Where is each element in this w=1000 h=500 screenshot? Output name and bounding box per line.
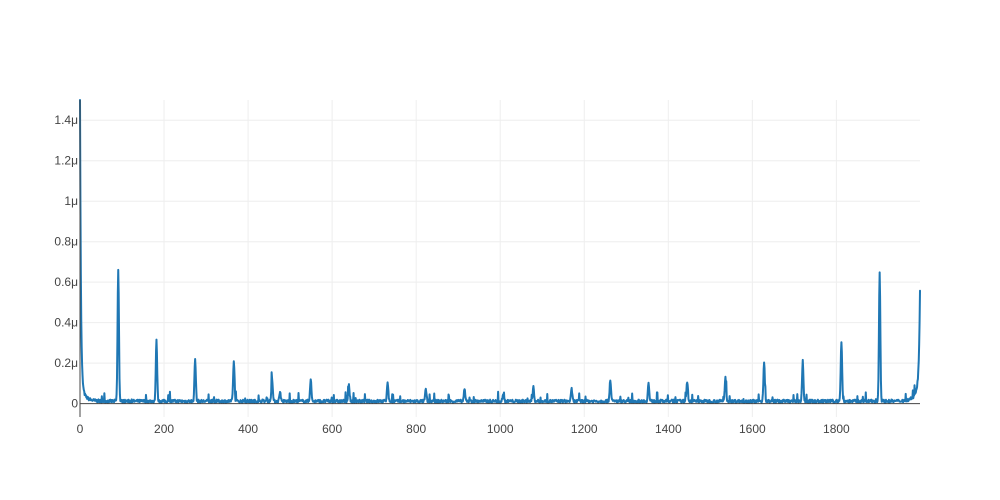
x-tick-label: 1400	[655, 422, 682, 436]
y-tick-label: 0.2μ	[54, 356, 78, 370]
x-tick-label: 400	[238, 422, 258, 436]
y-tick-label: 1.4μ	[54, 113, 78, 127]
x-tick-label: 0	[77, 422, 84, 436]
x-tick-label: 1800	[823, 422, 850, 436]
y-tick-label: 0.6μ	[54, 275, 78, 289]
grid-lines	[80, 100, 920, 417]
x-tick-label: 200	[154, 422, 174, 436]
x-tick-label: 1600	[739, 422, 766, 436]
series-line	[79, 99, 921, 404]
axes	[79, 100, 920, 417]
y-tick-label: 1.2μ	[54, 154, 78, 168]
y-tick-label: 0.4μ	[54, 316, 78, 330]
x-tick-label: 1200	[571, 422, 598, 436]
y-tick-label: 0.8μ	[54, 235, 78, 249]
x-tick-label: 600	[322, 422, 342, 436]
y-tick-label: 0	[71, 397, 78, 411]
tick-labels: 0 200 400 600 800 1000 1200 1400 1600 1800 0 0.2μ 0.…	[54, 113, 850, 436]
x-tick-label: 1000	[487, 422, 514, 436]
x-tick-label: 800	[406, 422, 426, 436]
series-layer	[79, 99, 921, 404]
y-tick-label: 1μ	[64, 194, 78, 208]
